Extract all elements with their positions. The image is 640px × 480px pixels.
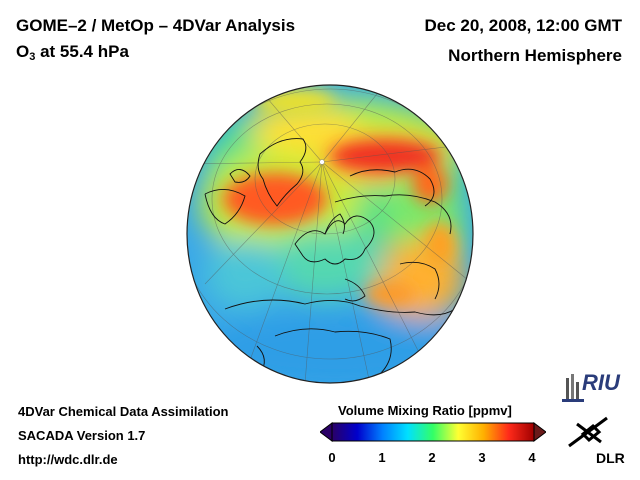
coastlines <box>204 138 456 375</box>
colorbar-gradient <box>331 422 535 442</box>
dlr-logo-text: DLR <box>596 450 625 466</box>
colorbar-over-arrow <box>533 422 546 442</box>
region-label: Northern Hemisphere <box>448 46 622 65</box>
colorbar-tick-label: 1 <box>378 450 386 465</box>
subtitle-subscript: 3 <box>29 51 36 63</box>
colorbar-tick-label: 4 <box>528 450 536 465</box>
colorbar-under-arrow <box>320 422 333 442</box>
footer-line-1: 4DVar Chemical Data Assimilation <box>18 404 229 419</box>
footer-url[interactable]: http://wdc.dlr.de <box>18 452 118 467</box>
riu-logo-icon <box>562 374 584 402</box>
page-title: GOME–2 / MetOp – 4DVar Analysis <box>16 16 296 35</box>
colorbar-tick-label: 2 <box>428 450 436 465</box>
colorbar-tick-label: 3 <box>478 450 486 465</box>
dlr-logo-icon <box>568 416 608 448</box>
colorbar-tick-label: 0 <box>328 450 336 465</box>
globe-outline <box>186 84 474 384</box>
map-subtitle: O3 at 55.4 hPa <box>16 42 129 63</box>
footer-line-2: SACADA Version 1.7 <box>18 428 146 443</box>
globe-map <box>186 84 474 384</box>
graticule <box>187 85 473 383</box>
riu-logo-text: RIU <box>582 370 620 395</box>
colorbar <box>320 422 546 442</box>
colorbar-title: Volume Mixing Ratio [ppmv] <box>338 403 512 418</box>
datetime-label: Dec 20, 2008, 12:00 GMT <box>424 16 622 35</box>
north-pole-marker <box>319 159 325 165</box>
subtitle-prefix: O <box>16 42 30 61</box>
subtitle-suffix: at 55.4 hPa <box>35 42 129 61</box>
